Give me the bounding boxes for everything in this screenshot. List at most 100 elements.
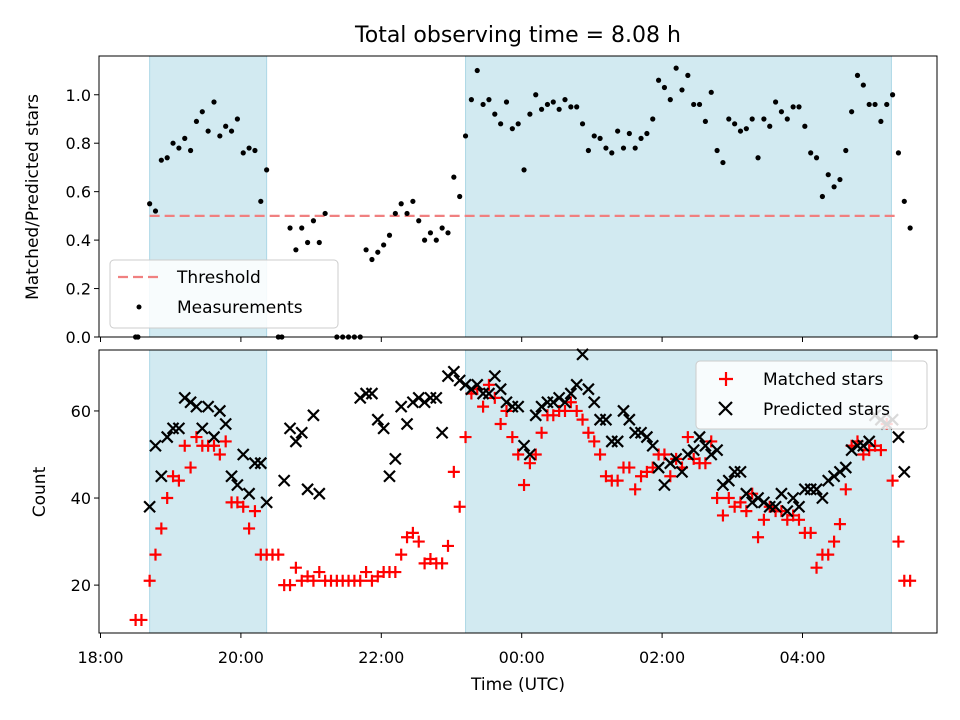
matched-star-point [453,500,466,513]
matched-star-point [149,548,162,561]
predicted-star-point [289,435,303,448]
predicted-star-point [430,391,443,405]
top-legend: Threshold Measurements [109,259,339,329]
predicted-star-point [196,422,209,435]
predicted-star-point [722,474,736,487]
predicted-star-point [558,395,572,409]
matched-star-point [576,413,589,426]
measurement-point [299,225,305,231]
predicted-star-point [254,456,268,470]
matched-star-point [272,548,285,561]
measurement-point [386,232,393,238]
predicted-star-point [786,491,800,505]
measurement-point [901,198,907,204]
top-y-tick-label: 0.8 [66,134,91,153]
bottom-x-tick-label: 20:00 [218,648,264,667]
predicted-star-point [769,500,782,514]
matched-star-point [459,431,472,444]
measurement-point [439,225,445,231]
top-y-tick-label: 1.0 [66,86,91,105]
matched-stars-points [129,378,917,626]
measurement-point [193,118,200,125]
measurement-point [574,104,580,110]
matched-star-point [594,448,607,461]
predicted-stars-points [143,348,911,518]
measurement-point [509,126,515,132]
measurement-point [381,242,387,248]
predicted-star-point [383,469,396,483]
measurement-point [176,145,182,151]
predicted-star-point [599,413,613,426]
predicted-star-point [734,465,747,479]
measurement-point [813,155,820,161]
top-shaded-interval-1 [465,55,892,338]
matched-star-point [313,566,326,579]
matched-star-point [506,431,519,444]
predicted-star-point [172,422,186,435]
measurement-point [907,225,913,231]
matched-star-point [523,457,536,470]
measurement-point [427,230,434,236]
matched-star-point [757,513,770,526]
matched-star-point [406,526,419,539]
matched-star-point [207,439,220,452]
predicted-star-point [892,430,905,444]
measurement-point [205,128,211,134]
matched-star-point [237,500,250,513]
measurement-point [702,118,708,125]
measurement-point [486,97,492,103]
bottom-y-ticks: 20 40 60 [71,402,99,595]
legend-predicted-label: Predicted stars [763,400,890,420]
measurement-point [638,135,644,141]
predicted-star-point [687,443,700,457]
measurement-point [550,99,556,105]
matched-star-point [477,400,490,413]
predicted-star-point [494,382,507,396]
top-y-tick-label: 0.2 [66,280,91,299]
measurement-point [480,101,486,108]
matched-star-point [284,579,297,592]
matched-star-point [441,539,454,552]
measurement-point [597,135,603,141]
bottom-x-tick-label: 00:00 [499,648,545,667]
matched-star-point [711,492,724,505]
measurement-point [187,147,194,154]
measurement-point [720,159,726,166]
measurement-point [808,150,814,156]
measurement-point [258,198,264,204]
measurement-point [866,101,872,108]
matched-star-point [213,448,226,461]
predicted-star-point [675,465,689,479]
predicted-star-point [482,387,496,400]
measurement-point [433,237,439,243]
predicted-star-point [564,387,578,400]
measurement-point [819,193,825,200]
measurement-point [655,77,662,83]
predicted-star-point [225,469,238,483]
measurement-point [223,123,229,129]
measurement-point [462,133,469,139]
measurement-point [369,256,375,263]
predicted-star-point [400,417,414,431]
predicted-star-point [394,400,408,413]
legend-matched-label: Matched stars [763,370,883,390]
bottom-panel: 20 40 60 18:00 20:00 22:00 00:00 02:00 04:00 Co… [30,348,938,695]
measurement-point [363,247,369,253]
predicted-star-point [143,500,156,514]
predicted-star-point [582,382,595,396]
measurement-point [667,97,673,103]
bottom-x-tick-label: 02:00 [639,648,685,667]
matched-star-point [716,509,729,522]
bottom-x-tick-label: 04:00 [779,648,825,667]
matched-star-point [792,513,805,526]
measurement-point [310,218,317,224]
measurement-point [228,128,235,134]
predicted-star-point [207,430,221,444]
matched-star-point [412,535,425,548]
predicted-star-point [511,400,525,413]
measurement-point [620,145,627,151]
measurement-point [158,157,164,163]
matched-star-point [623,461,636,474]
measurement-point [761,116,767,122]
measurement-point [884,101,890,108]
